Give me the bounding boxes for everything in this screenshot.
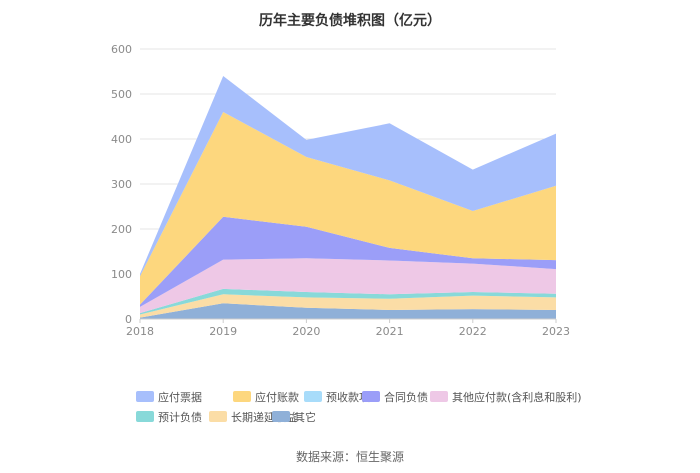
chart-title: 历年主要负债堆积图（亿元） [259, 13, 441, 29]
y-tick-label: 0 [125, 313, 132, 326]
y-tick-label: 500 [111, 88, 132, 101]
legend-label: 应付票据 [158, 390, 202, 404]
y-tick-label: 200 [111, 223, 132, 236]
legend-swatch [272, 411, 290, 422]
legend-swatch [136, 391, 154, 402]
area-series-其他应付款(含利息和股利) [140, 258, 556, 314]
legend-swatch [362, 391, 380, 402]
area-series-应付票据 [140, 76, 556, 277]
area-series-预计负债 [140, 288, 556, 315]
legend-label: 其他应付款(含利息和股利) [452, 390, 582, 404]
y-tick-label: 100 [111, 268, 132, 281]
legend-swatch [233, 391, 251, 402]
area-series-应付账款 [140, 112, 556, 305]
legend-label: 预收款项 [326, 390, 370, 404]
legend-swatch [304, 391, 322, 402]
x-tick-label: 2021 [376, 325, 404, 338]
legend-swatch [136, 411, 154, 422]
x-tick-label: 2020 [292, 325, 320, 338]
area-series-其它 [140, 303, 556, 319]
legend-label: 合同负债 [384, 390, 428, 404]
area-series-合同负债 [140, 216, 556, 307]
legend-label: 其它 [294, 410, 316, 424]
axes: 0 100 200 300 400 500 600 2018 2019 2020 2021 2022 2… [111, 43, 570, 338]
legend: 应付票据 应付账款 预收款项 合同负债 其他应付款(含利息和股利)预计负债 长期递延收益其… [136, 390, 582, 424]
y-tick-label: 600 [111, 43, 132, 56]
data-source: 数据来源：恒生聚源 [295, 450, 404, 464]
legend-swatch [209, 411, 227, 422]
legend-swatch [430, 391, 448, 402]
x-tick-label: 2022 [459, 325, 487, 338]
y-tick-label: 400 [111, 133, 132, 146]
x-tick-label: 2019 [209, 325, 237, 338]
area-series [140, 76, 556, 319]
x-tick-label: 2018 [126, 325, 154, 338]
legend-label: 预计负债 [158, 410, 202, 424]
x-tick-label: 2023 [542, 325, 570, 338]
area-series-长期递延收益 [140, 294, 556, 318]
y-tick-label: 300 [111, 178, 132, 191]
legend-label: 应付账款 [255, 390, 299, 404]
